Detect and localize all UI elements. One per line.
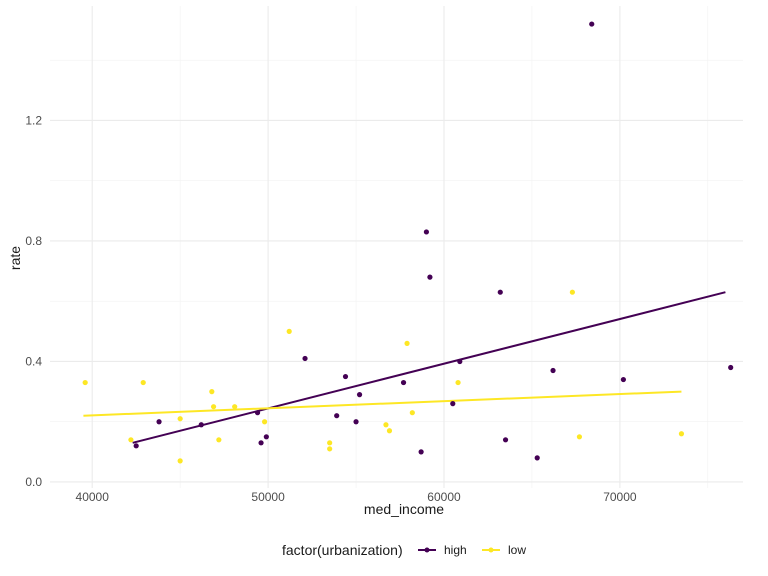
x-tick-label: 70000 [603, 490, 637, 504]
legend-key-dot-high [424, 547, 430, 553]
y-tick-label: 0.4 [25, 354, 42, 368]
point-low [327, 440, 333, 446]
x-tick-labels: 40000 50000 60000 70000 [76, 490, 637, 504]
point-low [209, 389, 215, 395]
point-high [534, 455, 540, 461]
point-low [327, 446, 333, 452]
grid-major [50, 6, 743, 488]
point-high [418, 449, 424, 455]
point-low [455, 379, 461, 386]
point-low [232, 404, 238, 410]
point-high [400, 379, 407, 386]
point-high [342, 373, 349, 380]
point-high [254, 410, 261, 416]
x-axis-title: med_income [364, 501, 444, 517]
point-high [589, 21, 595, 27]
point-high [302, 355, 308, 362]
legend-label-high: high [444, 543, 467, 557]
point-high [620, 376, 626, 383]
legend: factor(urbanization) high low [282, 542, 526, 558]
point-high [550, 367, 556, 374]
y-tick-label: 0.8 [25, 234, 42, 248]
point-high [156, 419, 162, 425]
point-low [569, 289, 575, 295]
point-high [334, 413, 340, 419]
point-high [497, 289, 503, 295]
fit-lines [83, 291, 726, 444]
point-high [450, 401, 456, 407]
x-tick-label: 40000 [76, 490, 110, 504]
point-high [353, 419, 359, 425]
point-low [210, 404, 217, 410]
point-low [177, 416, 183, 422]
fit-line-high [132, 291, 726, 444]
grid-minor [50, 6, 743, 488]
point-high [133, 443, 139, 449]
legend-key-dot-low [488, 547, 494, 553]
legend-item-low: low [482, 543, 526, 557]
y-axis-title: rate [7, 246, 23, 270]
point-high [457, 358, 463, 365]
point-low [286, 328, 292, 334]
legend-item-high: high [418, 543, 467, 557]
point-high [502, 437, 509, 443]
x-tick-label: 50000 [251, 490, 285, 504]
point-low [128, 437, 134, 443]
point-high [423, 229, 430, 235]
point-low [576, 434, 583, 440]
point-low [261, 419, 268, 425]
point-high [198, 422, 204, 428]
data-points [82, 21, 734, 464]
point-high [728, 364, 734, 371]
point-low [383, 422, 389, 428]
point-low [386, 428, 393, 434]
point-low [216, 437, 222, 443]
point-low [140, 379, 146, 386]
point-high [356, 392, 363, 398]
point-high [258, 440, 264, 446]
legend-title: factor(urbanization) [282, 542, 403, 558]
point-low [409, 410, 415, 416]
point-low [177, 458, 183, 464]
legend-label-low: low [508, 543, 526, 557]
point-high [427, 274, 433, 280]
point-low [678, 431, 685, 437]
y-tick-labels: 0.0 0.4 0.8 1.2 [25, 113, 42, 489]
y-tick-label: 0.0 [25, 475, 42, 489]
point-high [263, 434, 269, 440]
point-low [404, 340, 410, 346]
fit-line-low [83, 390, 682, 417]
x-tick-label: 60000 [427, 490, 461, 504]
y-tick-label: 1.2 [25, 113, 42, 127]
point-low [82, 379, 88, 386]
